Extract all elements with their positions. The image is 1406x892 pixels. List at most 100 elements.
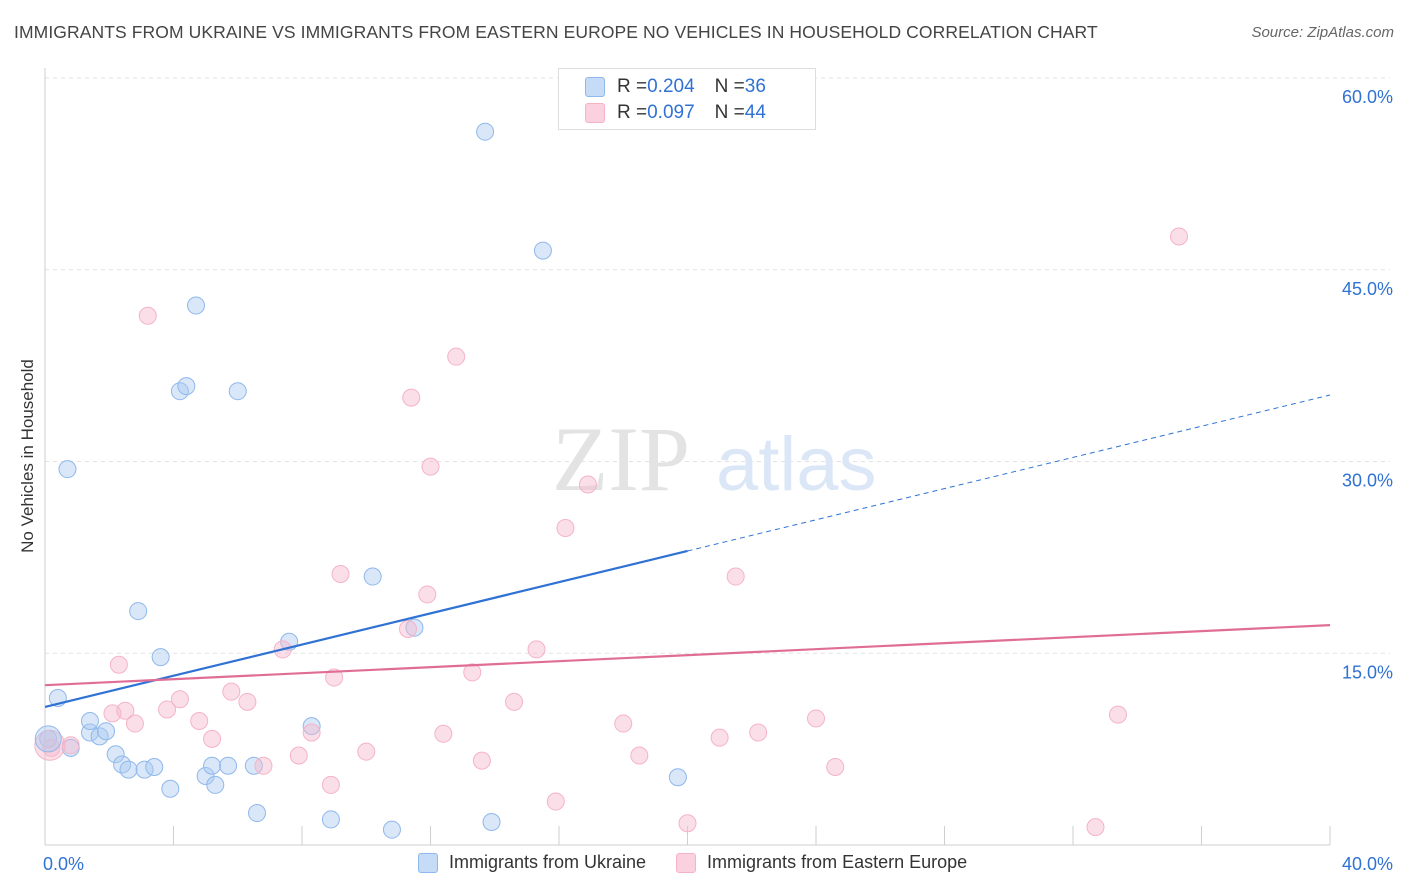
point-ukraine	[80, 712, 99, 731]
point-eastern-europe	[546, 792, 565, 811]
legend-swatch-eastern-europe	[585, 103, 605, 123]
legend-r-label: R =	[617, 102, 648, 123]
point-ukraine	[668, 768, 687, 787]
y-tick-label: 15.0%	[1342, 662, 1393, 682]
point-eastern-europe	[357, 742, 376, 761]
point-eastern-europe	[222, 682, 241, 701]
point-ukraine	[302, 717, 321, 736]
point-eastern-europe	[630, 746, 649, 765]
point-ukraine	[244, 756, 263, 775]
point-eastern-europe	[61, 736, 80, 755]
point-ukraine	[186, 296, 205, 315]
point-eastern-europe	[125, 714, 144, 733]
point-eastern-europe	[1108, 705, 1127, 724]
tick-labels: 15.0% 30.0% 45.0% 60.0% 0.0% 40.0%	[43, 87, 1393, 874]
point-eastern-europe	[289, 746, 308, 765]
point-eastern-europe	[190, 712, 209, 731]
legend-row-ukraine: R = 0.204 N = 36	[585, 76, 766, 98]
legend-r-value: 0.097	[647, 102, 695, 123]
point-ukraine	[161, 779, 180, 798]
point-ukraine	[476, 122, 495, 141]
point-ukraine	[405, 618, 424, 637]
point-eastern-europe	[421, 457, 440, 476]
source-label: Source: ZipAtlas.com	[1251, 24, 1394, 41]
point-eastern-europe	[138, 306, 157, 325]
legend-label-ukraine: Immigrants from Ukraine	[449, 852, 647, 872]
watermark-zip: ZIP	[552, 408, 690, 510]
y-tick-label: 45.0%	[1342, 279, 1393, 299]
legend-r-label: R =	[617, 76, 648, 97]
point-ukraine-cluster	[34, 725, 62, 753]
trend-line-ukraine-extension	[687, 394, 1331, 552]
legend-row-eastern-europe: R = 0.097 N = 44	[585, 102, 766, 124]
point-ukraine	[363, 567, 382, 586]
point-eastern-europe	[1086, 818, 1105, 837]
point-ukraine	[97, 722, 116, 741]
point-eastern-europe	[116, 701, 135, 720]
point-eastern-europe	[434, 724, 453, 743]
legend-n-value: 44	[744, 102, 766, 123]
point-eastern-europe	[418, 585, 437, 604]
trend-lines	[44, 394, 1331, 709]
point-eastern-europe	[578, 475, 597, 494]
x-tick-label: 0.0%	[43, 854, 84, 874]
legend-r-value: 0.204	[647, 76, 695, 97]
point-eastern-europe	[556, 518, 575, 537]
point-eastern-europe	[1170, 227, 1189, 246]
point-eastern-europe	[254, 756, 273, 775]
point-ukraine	[106, 745, 125, 764]
point-ukraine	[228, 382, 247, 401]
point-eastern-europe	[807, 709, 825, 728]
series-legend: Immigrants from Ukraine Immigrants from …	[418, 852, 997, 873]
point-eastern-europe	[325, 668, 344, 687]
point-eastern-europe	[321, 775, 340, 794]
point-eastern-europe	[238, 692, 257, 711]
point-eastern-europe	[826, 758, 845, 777]
point-ukraine	[203, 756, 222, 775]
point-eastern-europe	[109, 655, 128, 674]
point-eastern-europe	[399, 619, 418, 638]
point-eastern-europe	[302, 723, 321, 742]
point-eastern-europe	[402, 388, 421, 407]
point-ukraine	[119, 760, 138, 779]
point-ukraine	[177, 377, 196, 396]
correlation-legend: R = 0.204 N = 36 R = 0.097 N = 44	[558, 68, 816, 130]
point-eastern-europe	[331, 564, 350, 583]
axes	[44, 68, 1331, 846]
point-eastern-europe	[447, 347, 466, 366]
legend-item-ukraine[interactable]: Immigrants from Ukraine	[418, 852, 646, 873]
point-ukraine	[151, 648, 170, 667]
point-eastern-europe	[463, 663, 482, 682]
point-eastern-europe	[726, 567, 745, 586]
point-ukraine	[382, 820, 401, 839]
point-ukraine	[533, 241, 552, 260]
legend-swatch-ukraine	[585, 77, 605, 97]
point-eastern-europe-cluster	[34, 729, 66, 761]
point-eastern-europe	[527, 640, 546, 659]
point-ukraine	[196, 766, 215, 785]
point-ukraine	[482, 812, 501, 831]
chart-title: IMMIGRANTS FROM UKRAINE VS IMMIGRANTS FR…	[14, 22, 1098, 42]
legend-n-value: 36	[744, 76, 766, 97]
point-eastern-europe	[170, 690, 189, 709]
point-ukraine	[248, 804, 267, 823]
data-points	[34, 122, 1189, 839]
point-eastern-europe	[472, 751, 491, 770]
point-eastern-europe	[749, 723, 768, 742]
legend-item-eastern-europe[interactable]: Immigrants from Eastern Europe	[676, 852, 967, 873]
legend-n-label: N =	[714, 76, 745, 97]
point-ukraine	[206, 775, 225, 794]
y-tick-label: 30.0%	[1342, 471, 1393, 491]
y-tick-label: 60.0%	[1342, 87, 1393, 107]
point-eastern-europe	[158, 700, 177, 719]
legend-swatch-eastern-europe	[676, 852, 697, 873]
point-eastern-europe	[710, 728, 729, 747]
point-eastern-europe	[203, 729, 222, 748]
trend-line-eastern-europe	[44, 624, 1331, 687]
point-eastern-europe	[505, 692, 524, 711]
x-tick-label: 40.0%	[1342, 854, 1393, 874]
grid-lines	[45, 77, 1390, 654]
point-ukraine	[145, 758, 164, 777]
point-ukraine	[129, 602, 148, 621]
